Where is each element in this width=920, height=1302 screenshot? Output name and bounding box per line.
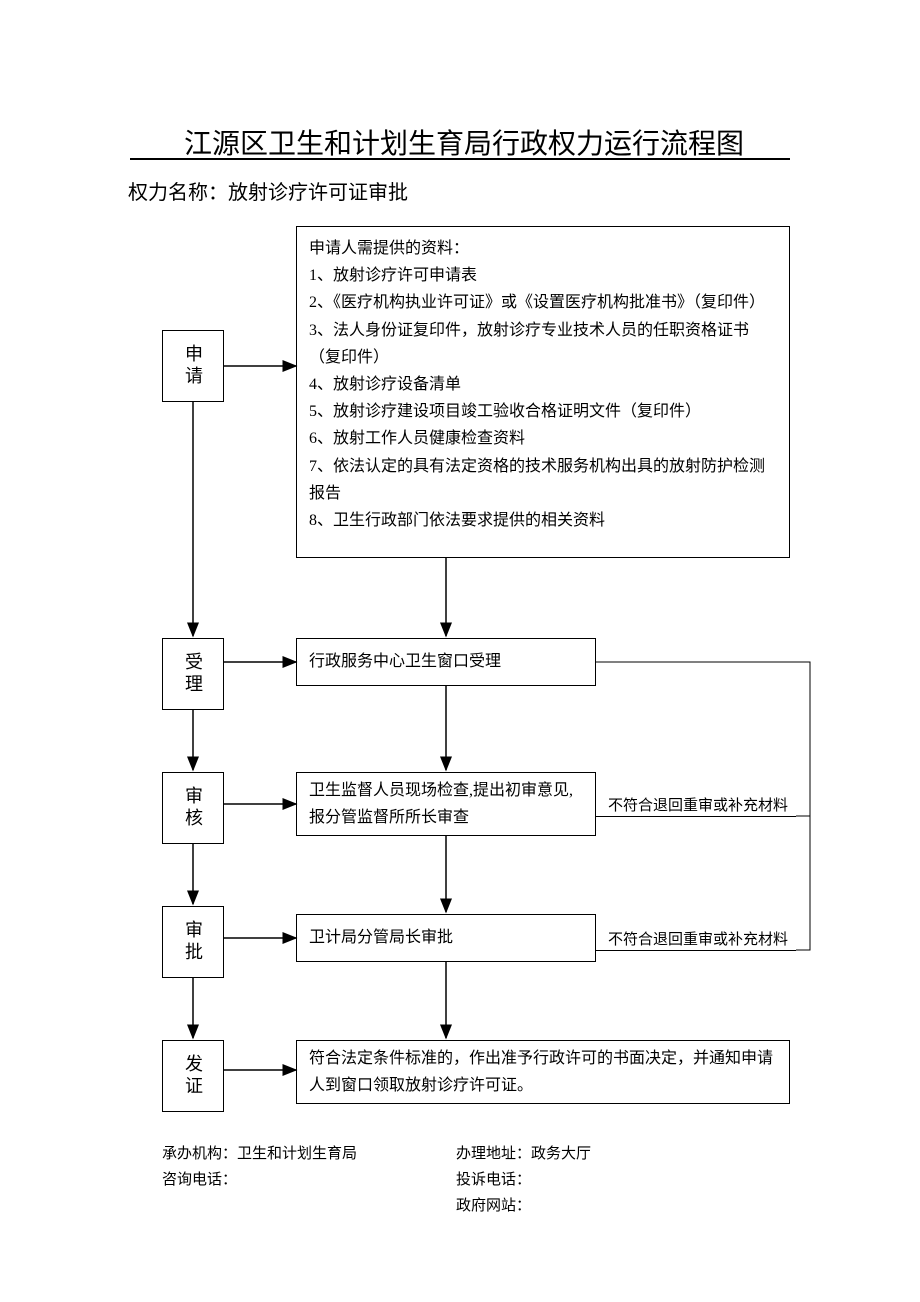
footer-addr-value: 政务大厅 [531, 1146, 591, 1162]
reject-label-1: 不符合退回重审或补充材料 [608, 794, 788, 815]
title-underline [130, 158, 790, 160]
reject-underline-2 [596, 950, 796, 951]
footer-addr-label: 办理地址： [456, 1146, 531, 1162]
materials-line-3: 3、法人身份证复印件，放射诊疗专业技术人员的任职资格证书（复印件） [309, 317, 777, 371]
stage-issue: 发证 [162, 1040, 224, 1112]
footer-org-label: 承办机构： [162, 1146, 237, 1162]
footer-org-value: 卫生和计划生育局 [237, 1146, 357, 1162]
materials-line-5: 5、放射诊疗建设项目竣工验收合格证明文件（复印件） [309, 398, 701, 425]
materials-line-1: 1、放射诊疗许可申请表 [309, 262, 477, 289]
stage-review: 审核 [162, 772, 224, 844]
materials-line-4: 4、放射诊疗设备清单 [309, 371, 461, 398]
subtitle: 权力名称：放射诊疗许可证审批 [128, 176, 408, 205]
review-box: 卫生监督人员现场检查,提出初审意见,报分管监督所所长审查 [296, 772, 596, 836]
subtitle-label: 权力名称： [128, 182, 228, 204]
footer-phone: 咨询电话： [162, 1168, 237, 1189]
stage-accept: 受理 [162, 638, 224, 710]
issue-box: 符合法定条件标准的，作出准予行政许可的书面决定，并通知申请人到窗口领取放射诊疗许… [296, 1040, 790, 1104]
materials-line-7: 7、依法认定的具有法定资格的技术服务机构出具的放射防护检测报告 [309, 453, 777, 507]
footer-complaint: 投诉电话： [456, 1168, 531, 1189]
footer-website: 政府网站： [456, 1194, 531, 1215]
stage-apply: 申请 [162, 330, 224, 402]
materials-line-0: 申请人需提供的资料： [309, 235, 469, 262]
approve-box: 卫计局分管局长审批 [296, 914, 596, 962]
reject-underline-1 [596, 816, 796, 817]
subtitle-value: 放射诊疗许可证审批 [228, 182, 408, 204]
reject-label-2: 不符合退回重审或补充材料 [608, 928, 788, 949]
materials-line-2: 2、《医疗机构执业许可证》或《设置医疗机构批准书》（复印件） [309, 289, 765, 316]
footer-addr: 办理地址：政务大厅 [456, 1142, 591, 1163]
materials-box: 申请人需提供的资料： 1、放射诊疗许可申请表 2、《医疗机构执业许可证》或《设置… [296, 226, 790, 558]
stage-approve: 审批 [162, 906, 224, 978]
materials-line-6: 6、放射工作人员健康检查资料 [309, 425, 525, 452]
materials-line-8: 8、卫生行政部门依法要求提供的相关资料 [309, 507, 605, 534]
footer-org: 承办机构：卫生和计划生育局 [162, 1142, 357, 1163]
page-title: 江源区卫生和计划生育局行政权力运行流程图 [178, 122, 750, 162]
accept-box: 行政服务中心卫生窗口受理 [296, 638, 596, 686]
